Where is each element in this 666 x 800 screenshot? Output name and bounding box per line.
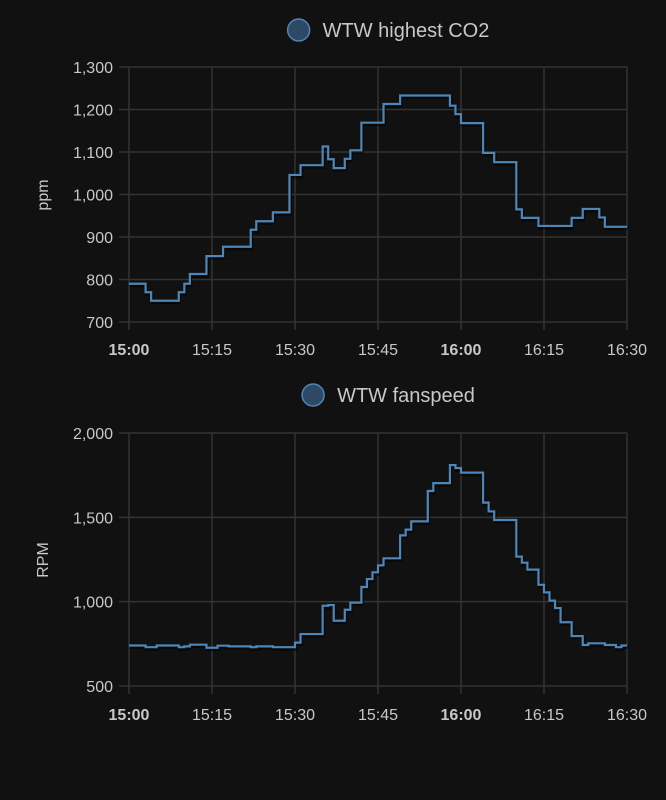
y-tick-label: 1,000 [73, 595, 113, 612]
x-tick-label: 15:00 [109, 342, 150, 359]
y-axis-title: RPM [35, 542, 52, 578]
series-line [129, 463, 627, 649]
legend[interactable]: WTW fanspeed [301, 383, 475, 407]
x-tick-label: 15:45 [358, 342, 398, 359]
x-tick-label: 15:15 [192, 342, 232, 359]
y-tick-label: 1,200 [73, 103, 113, 120]
legend-swatch-icon [286, 18, 311, 42]
x-tick-label: 15:45 [358, 707, 398, 724]
y-tick-label: 1,100 [73, 145, 113, 162]
x-tick-label: 15:30 [275, 342, 315, 359]
legend[interactable]: WTW highest CO2 [286, 18, 490, 42]
x-tick-label: 16:00 [441, 342, 482, 359]
chart-1: WTW highest CO2 700 800 900 1,000 1,100 1,200 1… [35, 18, 647, 359]
y-tick-label: 900 [86, 230, 113, 247]
legend-label: WTW fanspeed [337, 385, 475, 407]
y-tick-label: 500 [86, 679, 113, 696]
legend-swatch-icon [301, 383, 325, 407]
x-tick-label: 16:15 [524, 707, 564, 724]
series-line [129, 94, 627, 302]
x-tick-label: 16:00 [441, 707, 482, 724]
legend-label: WTW highest CO2 [323, 20, 490, 42]
y-tick-label: 2,000 [73, 426, 113, 443]
series-line-shadow [130, 95, 628, 305]
x-tick-label: 15:00 [109, 707, 150, 724]
y-axis-title: ppm [35, 179, 52, 210]
y-tick-label: 1,300 [73, 60, 113, 77]
y-tick-label: 700 [86, 315, 113, 332]
y-tick-label: 800 [86, 273, 113, 290]
x-tick-label: 16:15 [524, 342, 564, 359]
y-tick-label: 1,000 [73, 188, 113, 205]
x-tick-label: 15:30 [275, 707, 315, 724]
x-tick-label: 15:15 [192, 707, 232, 724]
x-tick-label: 16:30 [607, 342, 647, 359]
series-line-shadow [130, 465, 628, 652]
y-tick-label: 1,500 [73, 510, 113, 527]
chart-2: WTW fanspeed 500 1,000 1,500 2,000 15:00 15:15… [35, 383, 647, 724]
x-tick-label: 16:30 [607, 707, 647, 724]
